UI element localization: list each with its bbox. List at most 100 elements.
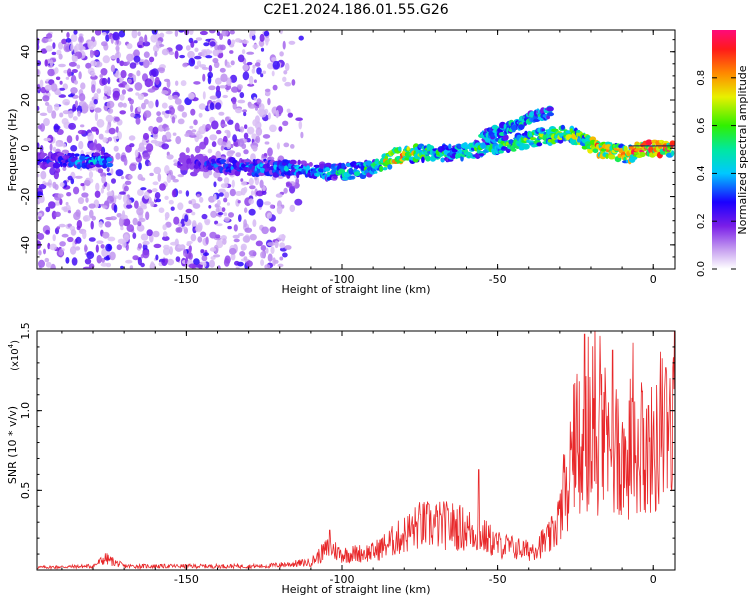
noise-blob — [229, 50, 234, 54]
noise-blob — [161, 143, 169, 150]
track-blob — [62, 162, 68, 166]
noise-blob — [242, 109, 248, 113]
noise-blob — [243, 186, 248, 193]
noise-blob — [48, 201, 56, 209]
noise-blob — [141, 102, 146, 110]
noise-blob — [289, 204, 296, 213]
noise-blob — [190, 58, 195, 64]
noise-blob — [183, 249, 187, 257]
track-blob — [308, 162, 313, 167]
noise-blob — [199, 141, 207, 150]
noise-blob — [177, 118, 185, 125]
x-tick-label: -100 — [330, 273, 355, 286]
track-blob — [306, 165, 310, 170]
noise-blob — [290, 144, 295, 149]
noise-blob — [165, 127, 170, 131]
noise-blob — [54, 103, 60, 111]
noise-blob — [234, 122, 240, 132]
colorbar-tick-label: 0.4 — [696, 165, 707, 181]
track-blob — [592, 148, 599, 154]
x-tick-label: -150 — [174, 573, 199, 586]
noise-blob — [73, 186, 80, 195]
track-blob — [74, 153, 80, 157]
noise-blob — [220, 145, 224, 151]
noise-blob — [243, 149, 249, 155]
noise-blob — [150, 34, 158, 43]
noise-blob — [45, 261, 52, 268]
noise-blob — [184, 214, 189, 223]
noise-blob — [130, 104, 134, 113]
noise-blob — [248, 75, 254, 85]
noise-blob — [185, 190, 190, 197]
track-blob — [511, 148, 517, 152]
noise-blob — [190, 108, 196, 116]
noise-blob — [264, 141, 270, 145]
noise-blob — [123, 157, 128, 166]
noise-blob — [89, 142, 97, 151]
noise-blob — [240, 245, 246, 251]
noise-blob — [43, 118, 50, 126]
noise-blob — [158, 207, 165, 213]
noise-blob — [165, 221, 172, 228]
noise-blob — [215, 102, 222, 110]
noise-blob — [134, 200, 139, 209]
noise-blob — [84, 258, 92, 265]
noise-blob — [80, 183, 85, 187]
noise-blob — [217, 265, 221, 269]
noise-blob — [162, 236, 170, 241]
noise-blob — [207, 148, 213, 154]
noise-blob — [126, 61, 130, 65]
noise-blob — [177, 244, 185, 249]
noise-blob — [120, 226, 124, 231]
noise-blob — [178, 105, 185, 112]
noise-blob — [267, 253, 273, 262]
noise-blob — [220, 123, 228, 127]
track-blob — [541, 128, 546, 132]
noise-blob — [42, 95, 50, 102]
track-blob — [463, 142, 468, 148]
noise-blob — [298, 35, 304, 41]
noise-blob — [243, 132, 249, 140]
noise-blob — [87, 132, 94, 141]
track-blob — [52, 162, 61, 169]
noise-blob — [61, 118, 69, 125]
noise-blob — [58, 53, 63, 60]
noise-blob — [58, 63, 66, 68]
noise-blob — [267, 112, 271, 120]
noise-blob — [249, 233, 257, 241]
noise-blob — [239, 92, 245, 99]
noise-blob — [219, 33, 223, 40]
noise-blob — [209, 247, 216, 252]
noise-blob — [82, 206, 88, 211]
noise-blob — [236, 84, 243, 90]
noise-blob — [191, 211, 196, 216]
noise-blob — [291, 79, 296, 86]
noise-blob — [231, 179, 235, 188]
noise-blob — [140, 146, 147, 150]
noise-blob — [154, 192, 161, 199]
noise-blob — [113, 92, 120, 101]
noise-blob — [161, 111, 166, 115]
noise-blob — [187, 50, 195, 59]
noise-blob — [175, 80, 179, 86]
noise-blob — [222, 94, 228, 99]
noise-blob — [105, 114, 114, 123]
noise-blob — [73, 55, 78, 62]
noise-blob — [143, 51, 150, 58]
noise-blob — [83, 216, 88, 222]
noise-blob — [221, 207, 226, 213]
noise-blob — [168, 51, 175, 56]
noise-blob — [97, 168, 104, 174]
track-blob — [258, 172, 265, 177]
noise-blob — [231, 96, 237, 105]
noise-blob — [284, 245, 292, 250]
noise-blob — [137, 93, 145, 100]
noise-blob — [148, 125, 154, 132]
noise-blob — [276, 142, 280, 150]
noise-blob — [125, 243, 129, 251]
noise-blob — [147, 88, 156, 93]
noise-blob — [252, 219, 257, 228]
snr-x-ticks: -150 -100 -50 0 — [61, 331, 657, 586]
noise-blob — [154, 76, 160, 86]
noise-blob — [253, 96, 257, 101]
